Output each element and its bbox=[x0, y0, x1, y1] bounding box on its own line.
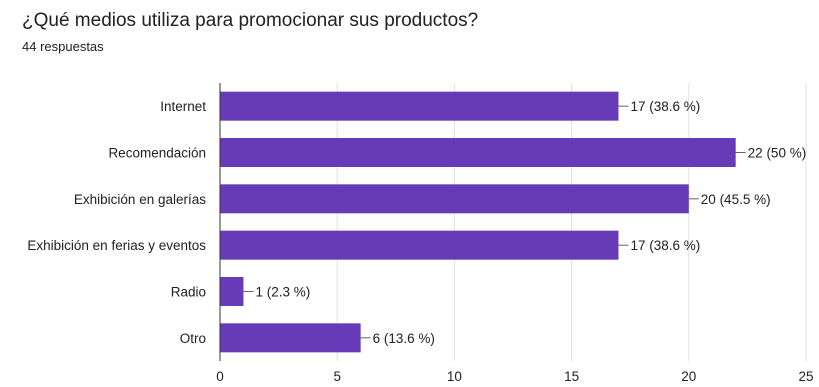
x-tick-label: 10 bbox=[447, 369, 462, 384]
data-label: 17 (38.6 %) bbox=[630, 99, 700, 114]
x-tick-label: 25 bbox=[798, 369, 813, 384]
category-label: Radio bbox=[171, 285, 206, 300]
data-label: 1 (2.3 %) bbox=[255, 285, 310, 300]
bar bbox=[220, 230, 619, 260]
bar bbox=[220, 323, 361, 353]
category-label: Internet bbox=[160, 99, 206, 114]
bar bbox=[220, 91, 619, 121]
data-label: 20 (45.5 %) bbox=[701, 192, 771, 207]
bar bbox=[220, 184, 689, 214]
category-label: Recomendación bbox=[108, 146, 206, 161]
bar bbox=[220, 277, 244, 306]
data-label: 6 (13.6 %) bbox=[373, 331, 435, 346]
category-label: Otro bbox=[180, 331, 206, 346]
bar bbox=[220, 138, 736, 167]
x-tick-label: 5 bbox=[333, 369, 341, 384]
x-tick-label: 20 bbox=[681, 369, 696, 384]
response-count: 44 respuestas bbox=[22, 39, 104, 54]
category-label: Exhibición en ferias y eventos bbox=[27, 238, 206, 253]
page-title: ¿Qué medios utiliza para promocionar sus… bbox=[22, 10, 479, 31]
data-label: 17 (38.6 %) bbox=[630, 238, 700, 253]
data-label: 22 (50 %) bbox=[748, 146, 807, 161]
x-tick-label: 0 bbox=[216, 369, 224, 384]
x-tick-label: 15 bbox=[564, 369, 579, 384]
category-label: Exhibición en galerías bbox=[74, 192, 206, 207]
